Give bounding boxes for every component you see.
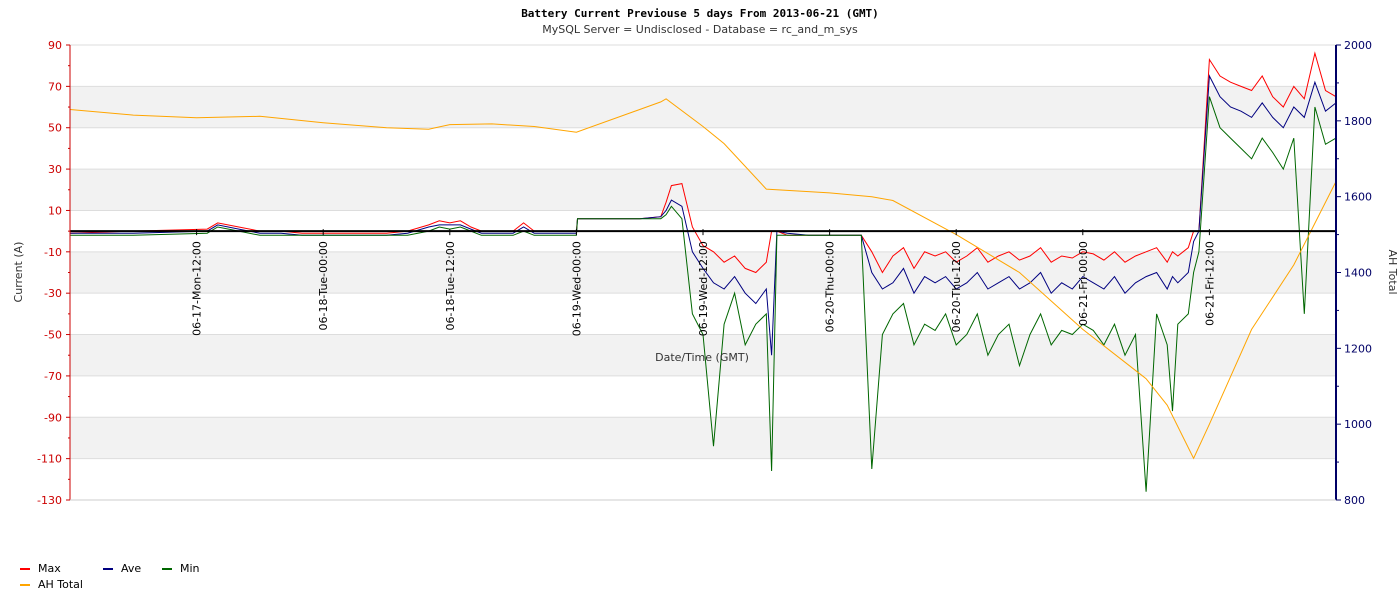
- left-tick-label: -130: [37, 494, 62, 507]
- x-tick-label: 06-19-Wed-12:00: [697, 241, 710, 336]
- left-axis-ticks: 90 70 50 30 10 -10 -30 -50 -70 -90 -110 -130: [37, 39, 70, 507]
- left-axis-label: Current (A): [12, 242, 25, 303]
- legend-label: Max: [38, 562, 61, 575]
- right-tick-label: 800: [1344, 494, 1365, 507]
- x-tick-label: 06-19-Wed-00:00: [570, 241, 583, 336]
- legend-label: AH Total: [38, 578, 83, 591]
- legend: Max Ave Min AH Total: [20, 562, 200, 591]
- series-line-ave: [70, 74, 1337, 356]
- right-axis-ticks: 2000 1800 1600 1400 1200 1000 800: [1336, 39, 1372, 507]
- x-tick-label: 06-21-Fri-12:00: [1203, 241, 1216, 326]
- chart-title: Battery Current Previouse 5 days From 20…: [521, 7, 879, 20]
- series-line-max: [69, 51, 1337, 274]
- left-tick-label: -90: [44, 411, 62, 424]
- x-tick-label: 06-18-Tue-12:00: [444, 241, 457, 330]
- x-axis-ticks: 06-17-Mon-12:00 06-18-Tue-00:00 06-18-Tue-…: [191, 229, 1216, 336]
- left-tick-label: 30: [48, 163, 62, 176]
- series-line-ah-total: [69, 98, 1337, 460]
- x-tick-label: 06-17-Mon-12:00: [191, 241, 204, 336]
- left-tick-label: -50: [44, 329, 62, 342]
- left-tick-label: -110: [37, 453, 62, 466]
- left-tick-label: -10: [44, 246, 62, 259]
- right-tick-label: 1400: [1344, 267, 1372, 280]
- grid-band: [70, 417, 1336, 459]
- legend-label: Min: [180, 562, 200, 575]
- left-tick-label: 50: [48, 122, 62, 135]
- left-tick-label: 70: [48, 80, 62, 93]
- x-tick-label: 06-20-Thu-12:00: [950, 241, 963, 332]
- background-bands: [70, 86, 1336, 459]
- x-axis-label: Date/Time (GMT): [655, 351, 749, 364]
- left-tick-label: -30: [44, 287, 62, 300]
- right-tick-label: 1000: [1344, 418, 1372, 431]
- right-tick-label: 1600: [1344, 191, 1372, 204]
- left-tick-label: 10: [48, 204, 62, 217]
- chart-subtitle: MySQL Server = Undisclosed - Database = …: [542, 23, 858, 36]
- x-tick-label: 06-20-Thu-00:00: [824, 241, 837, 332]
- right-axis-label: AH Total: [1386, 250, 1399, 295]
- left-tick-label: -70: [44, 370, 62, 383]
- right-tick-label: 1800: [1344, 115, 1372, 128]
- grid-band: [70, 169, 1336, 211]
- x-tick-label: 06-18-Tue-00:00: [317, 241, 330, 330]
- grid-band: [70, 86, 1336, 128]
- grid-band: [70, 251, 1336, 294]
- right-tick-label: 1200: [1344, 342, 1372, 355]
- left-tick-label: 90: [48, 39, 62, 52]
- right-tick-label: 2000: [1344, 39, 1372, 52]
- x-tick-label: 06-21-Fri-00:00: [1077, 241, 1090, 326]
- legend-label: Ave: [121, 562, 141, 575]
